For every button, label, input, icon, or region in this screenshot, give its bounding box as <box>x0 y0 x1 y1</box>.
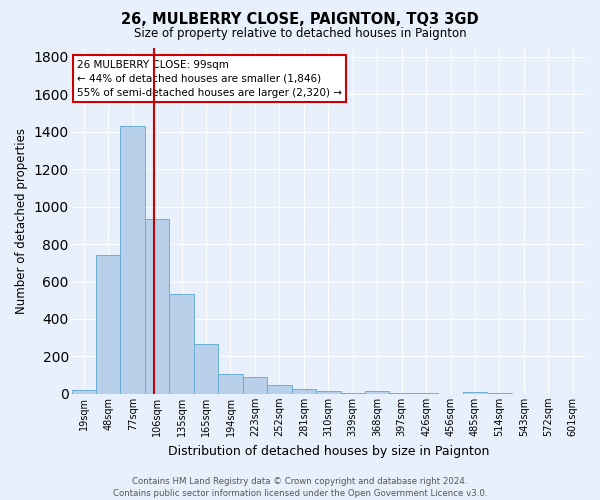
Bar <box>316 390 341 394</box>
Bar <box>169 294 194 394</box>
Text: Contains HM Land Registry data © Crown copyright and database right 2024.
Contai: Contains HM Land Registry data © Crown c… <box>113 476 487 498</box>
Bar <box>292 388 316 394</box>
Bar <box>71 390 96 394</box>
Text: 26, MULBERRY CLOSE, PAIGNTON, TQ3 3GD: 26, MULBERRY CLOSE, PAIGNTON, TQ3 3GD <box>121 12 479 28</box>
Bar <box>121 126 145 394</box>
Y-axis label: Number of detached properties: Number of detached properties <box>15 128 28 314</box>
X-axis label: Distribution of detached houses by size in Paignton: Distribution of detached houses by size … <box>167 444 489 458</box>
Bar <box>365 392 389 394</box>
Bar <box>267 385 292 394</box>
Bar <box>218 374 243 394</box>
Bar <box>463 392 487 394</box>
Bar <box>341 393 365 394</box>
Bar <box>243 377 267 394</box>
Bar <box>194 344 218 394</box>
Text: 26 MULBERRY CLOSE: 99sqm
← 44% of detached houses are smaller (1,846)
55% of sem: 26 MULBERRY CLOSE: 99sqm ← 44% of detach… <box>77 60 342 98</box>
Bar <box>96 256 121 394</box>
Bar <box>145 219 169 394</box>
Bar <box>389 393 414 394</box>
Text: Size of property relative to detached houses in Paignton: Size of property relative to detached ho… <box>134 28 466 40</box>
